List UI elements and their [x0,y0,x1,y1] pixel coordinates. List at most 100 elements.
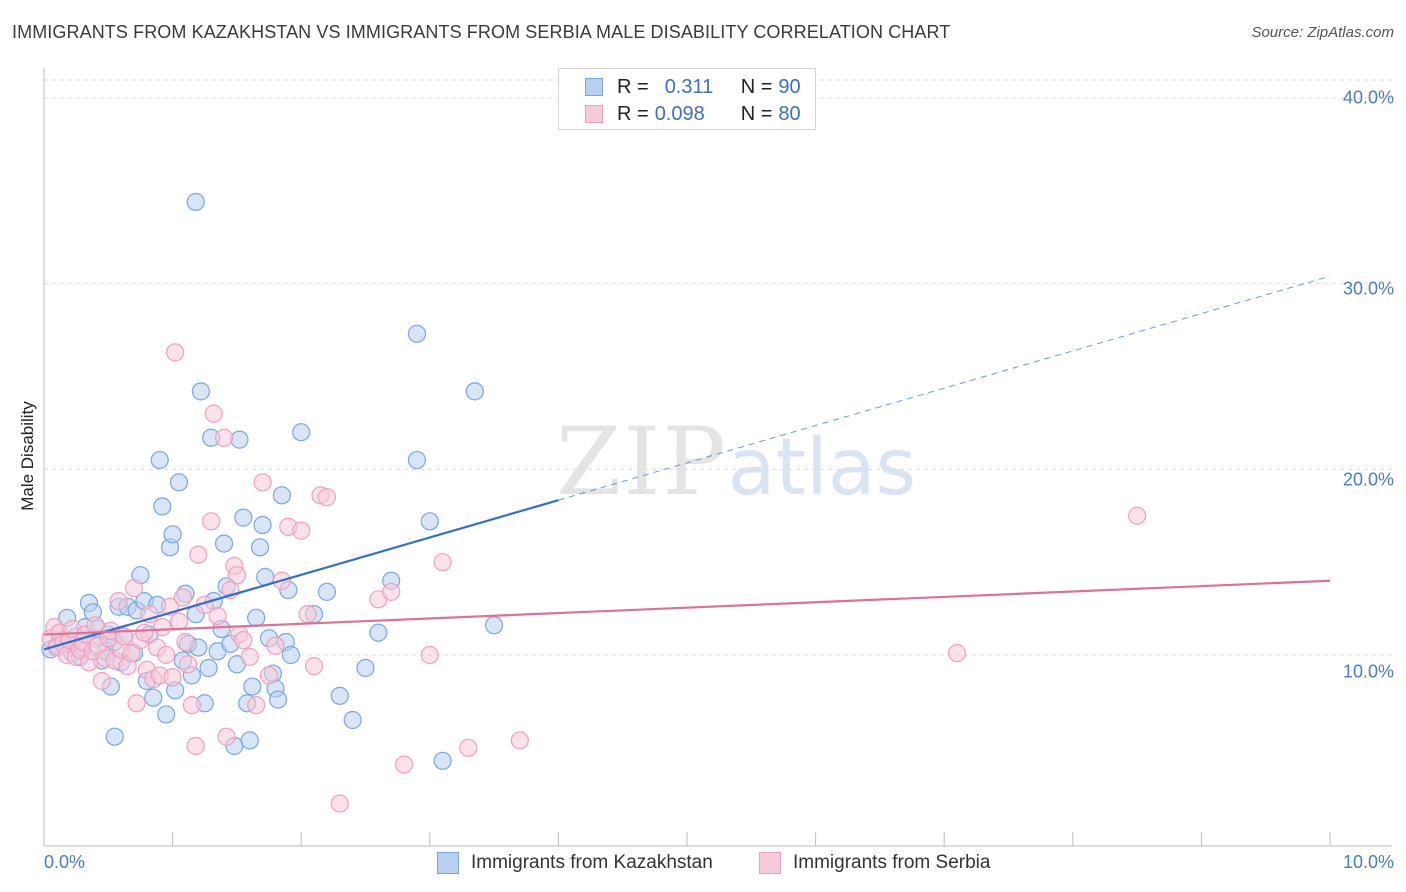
point-kazakhstan [292,423,311,442]
point-kazakhstan [281,645,301,665]
point-kazakhstan [191,382,210,401]
point-kazakhstan [153,497,172,516]
x-tick-label-max: 10.0% [1342,852,1394,872]
point-kazakhstan [234,508,253,527]
legend-label-serbia: Immigrants from Serbia [793,852,991,873]
legend-n-label: N = [740,102,773,125]
point-serbia [173,588,192,607]
legend-item-kazakhstan[interactable]: Immigrants from Kazakhstan [437,852,713,874]
trend-line-kazakhstan-dashed [558,275,1331,501]
legend-r-label: R = [617,75,649,98]
point-serbia [433,553,452,572]
point-kazakhstan [186,192,205,212]
point-serbia [202,512,221,531]
legend-swatch-serbia [585,105,603,123]
point-serbia [266,636,285,655]
point-kazakhstan [356,658,375,678]
point-kazakhstan [317,582,337,601]
trend-line-serbia [43,579,1331,636]
point-kazakhstan [250,538,270,557]
chart-source: Source: ZipAtlas.com [1251,24,1394,41]
legend-n-value: 80 [778,102,801,125]
point-kazakhstan [247,608,266,627]
point-serbia [109,592,128,611]
point-serbia [163,668,182,687]
point-kazakhstan [420,512,439,531]
point-serbia [227,566,246,585]
point-kazakhstan [157,705,176,724]
point-serbia [420,645,439,665]
point-serbia [292,521,311,540]
point-serbia [1127,506,1147,525]
point-serbia [122,644,141,663]
point-serbia [124,579,144,598]
point-serbia [253,473,272,492]
legend-swatch-kazakhstan [437,852,459,874]
legend-row-serbia: R = 0.098 N = 80 [585,102,801,126]
point-serbia [240,647,259,666]
series-legend: Immigrants from Kazakhstan Immigrants fr… [0,852,1406,878]
point-serbia [176,632,195,652]
legend-swatch-kazakhstan [585,78,603,96]
watermark-atlas: atlas [727,423,917,513]
trend-line-kazakhstan [43,499,559,651]
point-serbia [189,545,208,564]
point-serbia [217,727,236,746]
watermark: ZIPatlas [556,408,916,517]
point-kazakhstan [485,616,504,635]
watermark-zip: ZIP [556,408,728,517]
point-kazakhstan [169,473,189,492]
y-tick-label-40: 40.0% [1342,87,1394,108]
point-kazakhstan [253,515,272,535]
point-serbia [259,666,279,685]
point-serbia [382,582,401,601]
y-tick-label-10: 10.0% [1342,661,1394,682]
y-axis-label: Male Disability [18,401,37,511]
legend-r-value: 0.311 [664,75,714,98]
legend-swatch-serbia [759,852,781,874]
point-serbia [304,657,324,676]
stats-legend: R = 0.311 N = 90 R = 0.098 N = 80 [558,68,816,130]
point-serbia [317,488,337,507]
point-serbia [204,404,223,423]
point-serbia [186,736,205,756]
point-kazakhstan [433,751,452,770]
point-serbia [208,606,227,626]
point-serbia [157,645,176,665]
point-kazakhstan [465,382,484,401]
legend-item-serbia[interactable]: Immigrants from Serbia [759,852,990,874]
legend-r-label: R = [617,102,649,125]
point-kazakhstan [230,430,249,449]
point-kazakhstan [243,677,262,696]
point-kazakhstan [240,731,259,750]
point-kazakhstan [343,710,362,730]
point-serbia [234,631,253,650]
point-kazakhstan [163,525,182,544]
point-serbia [135,623,154,642]
point-serbia [92,671,111,691]
point-kazakhstan [214,534,234,553]
legend-n-label: N = [740,75,773,98]
point-serbia [127,694,146,713]
chart-title: IMMIGRANTS FROM KAZAKHSTAN VS IMMIGRANTS… [12,22,951,42]
point-serbia [459,738,478,757]
point-kazakhstan [150,450,169,470]
point-serbia [298,605,317,624]
point-kazakhstan [268,690,288,709]
y-tick-label-20: 20.0% [1342,469,1394,490]
legend-r-value: 0.098 [654,102,705,125]
point-serbia [153,618,172,637]
point-kazakhstan [407,324,427,343]
point-serbia [247,696,266,715]
point-kazakhstan [272,486,292,505]
legend-label-kazakhstan: Immigrants from Kazakhstan [471,852,713,873]
point-serbia [394,755,414,774]
point-serbia [178,655,198,674]
point-kazakhstan [330,686,349,705]
point-serbia [166,343,185,362]
point-kazakhstan [105,727,124,746]
point-serbia [214,428,234,447]
legend-row-kazakhstan: R = 0.311 N = 90 [585,75,801,99]
point-kazakhstan [199,658,218,678]
